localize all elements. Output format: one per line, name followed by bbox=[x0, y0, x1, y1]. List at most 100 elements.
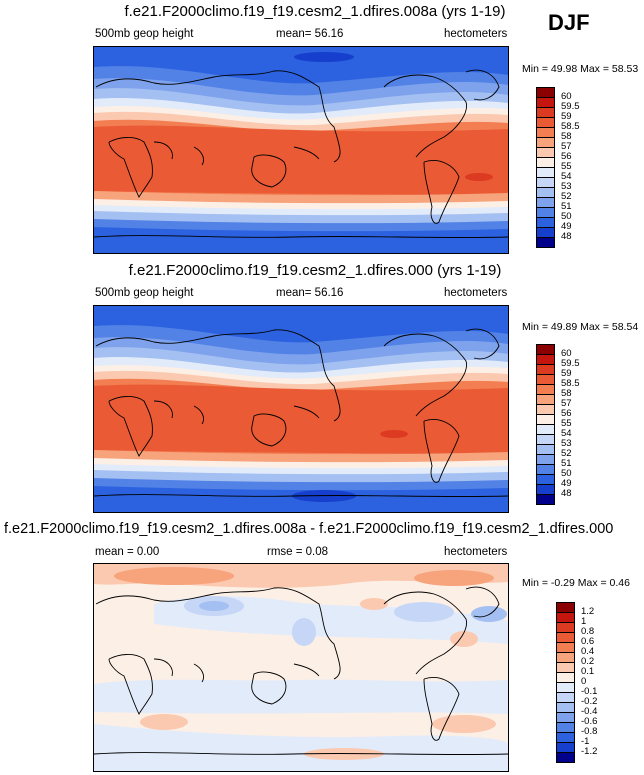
panel2-map-svg bbox=[94, 306, 508, 512]
colorbar-tick-label: -0.4 bbox=[581, 706, 598, 717]
colorbar-tick-label: 56 bbox=[561, 408, 572, 419]
colorbar-swatch bbox=[556, 662, 575, 672]
colorbar-tick-label: 0 bbox=[581, 676, 587, 687]
colorbar-tick-label: 52 bbox=[561, 191, 572, 202]
colorbar-tick-label: -0.6 bbox=[581, 716, 598, 727]
panel2-variable-label: 500mb geop height bbox=[95, 287, 194, 299]
colorbar-swatch bbox=[536, 374, 555, 384]
colorbar-tick-label: 58 bbox=[561, 388, 572, 399]
colorbar-swatch bbox=[556, 672, 575, 682]
colorbar-swatch bbox=[536, 384, 555, 394]
colorbar-tick-label: 60 bbox=[561, 91, 572, 102]
panel1-title: f.e21.F2000climo.f19_f19.cesm2_1.dfires.… bbox=[124, 3, 506, 20]
colorbar-tick-label: 0.4 bbox=[581, 646, 595, 657]
colorbar-tick-label: 50 bbox=[561, 211, 572, 222]
colorbar-swatch bbox=[536, 464, 555, 474]
panel3-coastlines bbox=[94, 586, 508, 756]
season-label: DJF bbox=[548, 10, 590, 35]
panel1-mean-label: mean= 56.16 bbox=[276, 28, 344, 40]
panel2-map bbox=[93, 305, 509, 513]
colorbar-swatch bbox=[536, 394, 555, 404]
colorbar-tick-label: 57 bbox=[561, 398, 572, 409]
panel1-contour-bands bbox=[94, 47, 508, 253]
colorbar-tick-label: 49 bbox=[561, 221, 572, 232]
colorbar-tick-label: 51 bbox=[561, 201, 572, 212]
colorbar-tick-label: 59.5 bbox=[561, 358, 580, 369]
colorbar-swatch bbox=[536, 494, 555, 504]
colorbar-tick-label: 57 bbox=[561, 141, 572, 152]
colorbar-swatch bbox=[556, 612, 575, 622]
panel2-units-label: hectometers bbox=[444, 287, 508, 299]
panel1-minmax: Min = 49.98 Max = 58.53 bbox=[522, 63, 639, 75]
colorbar-swatch bbox=[536, 227, 555, 237]
colorbar-swatch bbox=[536, 157, 555, 167]
colorbar-swatch bbox=[536, 107, 555, 117]
colorbar-swatch bbox=[536, 197, 555, 207]
panel3-title: f.e21.F2000climo.f19_f19.cesm2_1.dfires.… bbox=[4, 521, 614, 537]
panel2-minmax: Min = 49.89 Max = 58.54 bbox=[522, 321, 639, 333]
colorbar-tick-label: 58.5 bbox=[561, 378, 580, 389]
colorbar-tick-label: 53 bbox=[561, 438, 572, 449]
colorbar-swatch bbox=[536, 434, 555, 444]
panel2-contour-bands bbox=[94, 306, 508, 512]
colorbar-tick-label: 55 bbox=[561, 418, 572, 429]
colorbar-tick-label: 48 bbox=[561, 488, 572, 499]
colorbar-swatch bbox=[536, 147, 555, 157]
colorbar-tick-label: -0.8 bbox=[581, 726, 598, 737]
colorbar-tick-label: 0.6 bbox=[581, 636, 595, 647]
panel1-variable-label: 500mb geop height bbox=[95, 28, 194, 40]
colorbar-tick-label: -1 bbox=[581, 736, 590, 747]
colorbar-swatch bbox=[536, 424, 555, 434]
colorbar-tick-label: -0.1 bbox=[581, 686, 598, 697]
colorbar-swatch bbox=[536, 127, 555, 137]
colorbar-tick-label: 59 bbox=[561, 368, 572, 379]
colorbar-tick-label: 0.8 bbox=[581, 626, 595, 637]
colorbar-swatch bbox=[536, 137, 555, 147]
colorbar-tick-label: -0.2 bbox=[581, 696, 598, 707]
panel2-title: f.e21.F2000climo.f19_f19.cesm2_1.dfires.… bbox=[128, 262, 502, 279]
colorbar-swatch bbox=[536, 404, 555, 414]
colorbar-tick-label: 55 bbox=[561, 161, 572, 172]
colorbar-tick-label: 60 bbox=[561, 348, 572, 359]
panel1-map bbox=[93, 46, 509, 254]
colorbar-tick-label: 51 bbox=[561, 458, 572, 469]
colorbar-swatch bbox=[556, 652, 575, 662]
colorbar-swatch bbox=[536, 484, 555, 494]
colorbar-swatch bbox=[536, 177, 555, 187]
colorbar-tick-label: 54 bbox=[561, 428, 572, 439]
colorbar-swatch bbox=[556, 752, 575, 762]
colorbar-tick-label: 1 bbox=[581, 616, 587, 627]
colorbar-swatch bbox=[536, 217, 555, 227]
panel3-mean-label: mean = 0.00 bbox=[95, 546, 160, 558]
colorbar-swatch bbox=[536, 444, 555, 454]
colorbar-swatch bbox=[536, 354, 555, 364]
colorbar-tick-label: 48 bbox=[561, 231, 572, 242]
colorbar-tick-label: 50 bbox=[561, 468, 572, 479]
colorbar-tick-label: 52 bbox=[561, 448, 572, 459]
colorbar-swatch bbox=[556, 692, 575, 702]
colorbar-swatch bbox=[556, 742, 575, 752]
colorbar-swatch bbox=[536, 117, 555, 127]
panel1-map-svg bbox=[94, 47, 508, 253]
panel3-map-svg bbox=[94, 564, 508, 771]
panel1-units-label: hectometers bbox=[444, 28, 508, 40]
panel3-contour-bands bbox=[94, 564, 508, 771]
panel2-mean-label: mean= 56.16 bbox=[276, 287, 344, 299]
colorbar-tick-label: 49 bbox=[561, 478, 572, 489]
panel2-coastlines bbox=[94, 328, 508, 498]
panel1-coastlines bbox=[94, 69, 508, 239]
colorbar-swatch bbox=[556, 732, 575, 742]
colorbar-swatch bbox=[536, 237, 555, 247]
panel3-rmse-label: rmse = 0.08 bbox=[267, 546, 329, 558]
colorbar-swatch bbox=[536, 167, 555, 177]
colorbar-swatch bbox=[536, 474, 555, 484]
colorbar-tick-label: 1.2 bbox=[581, 606, 595, 617]
colorbar-swatch bbox=[536, 97, 555, 107]
colorbar-swatch bbox=[556, 702, 575, 712]
colorbar-swatch bbox=[556, 712, 575, 722]
colorbar-tick-label: -1.2 bbox=[581, 746, 598, 757]
panel3-minmax: Min = -0.29 Max = 0.46 bbox=[522, 577, 630, 589]
colorbar-swatch bbox=[536, 414, 555, 424]
colorbar-swatch bbox=[536, 454, 555, 464]
colorbar-swatch bbox=[556, 642, 575, 652]
